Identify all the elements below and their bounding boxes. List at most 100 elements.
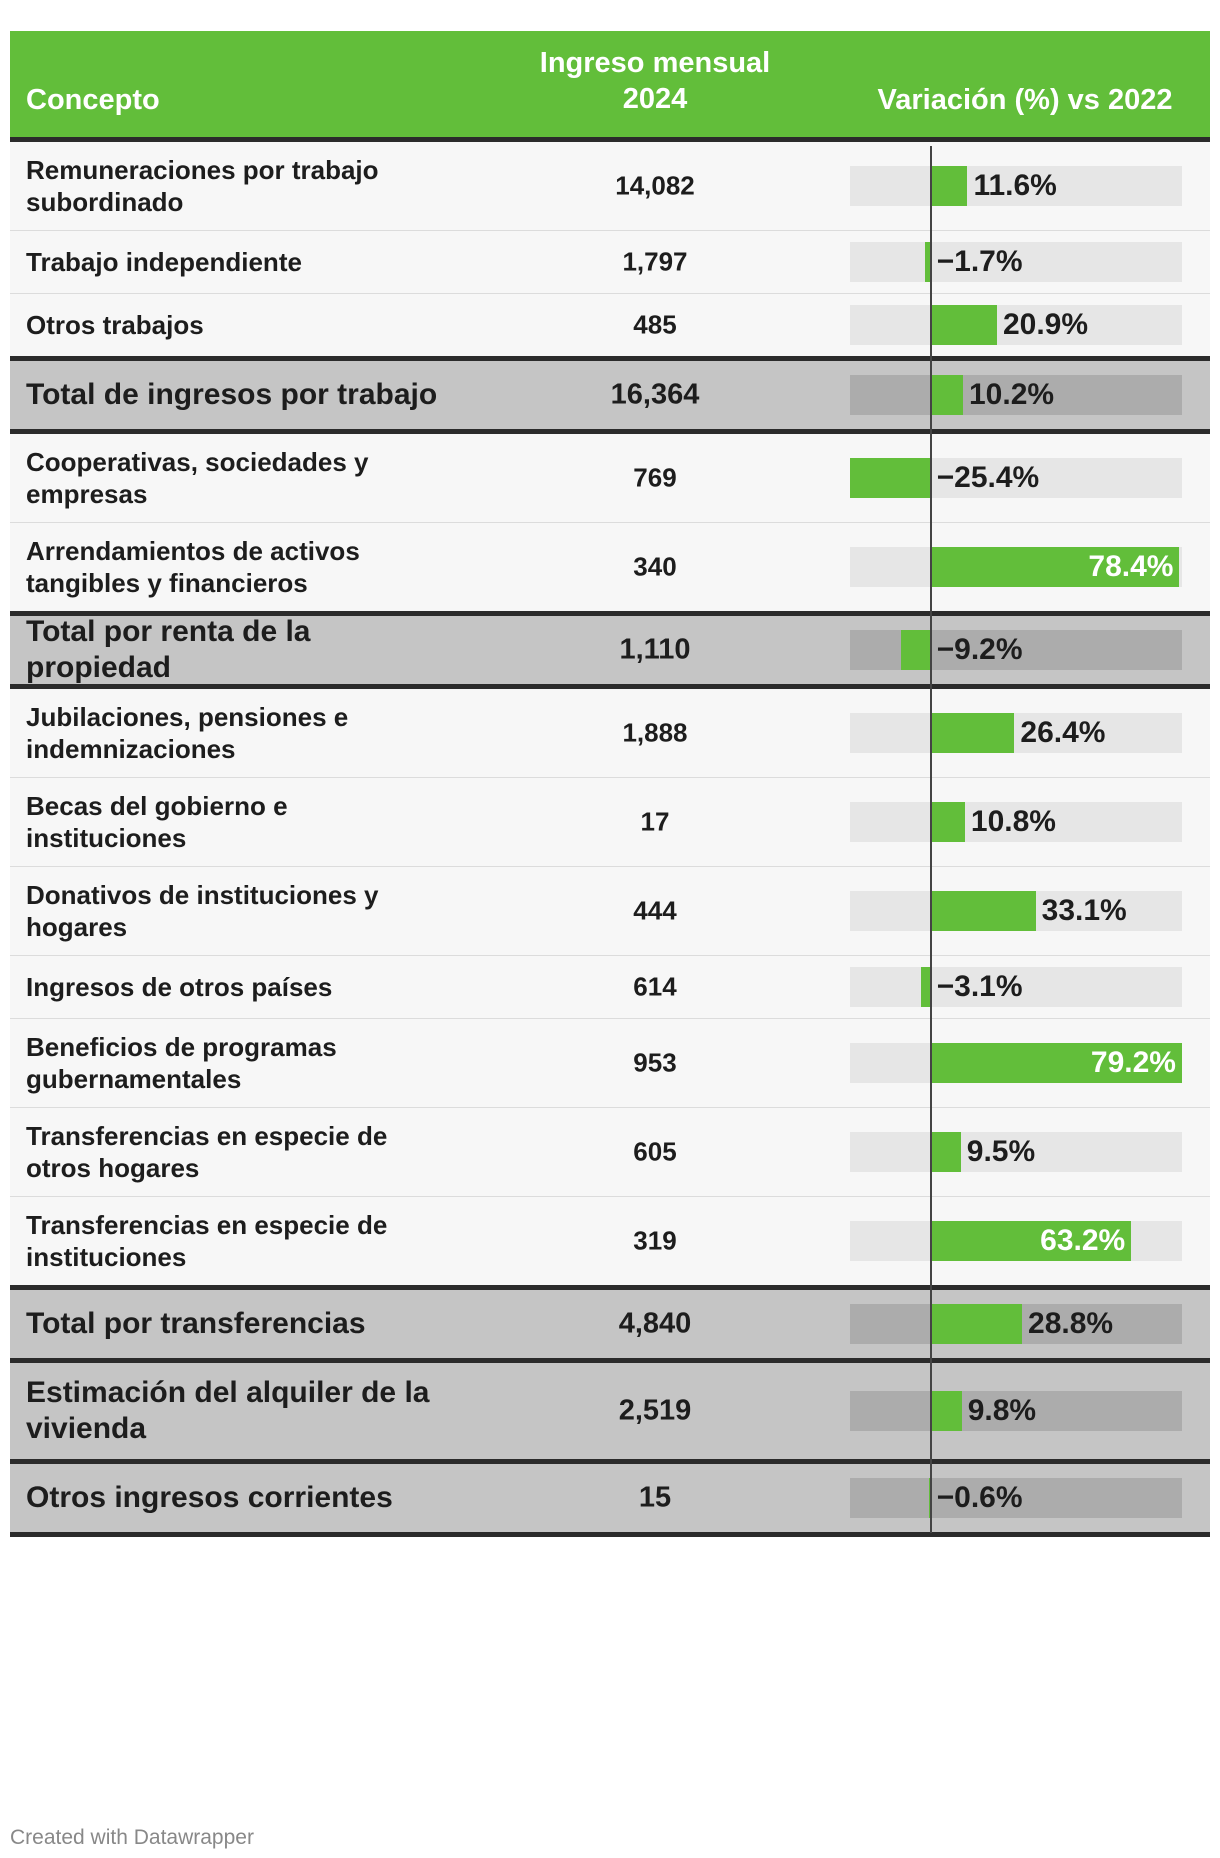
row-income: 14,082	[615, 170, 695, 201]
variation-label: −3.1%	[936, 970, 1023, 1003]
header-variation[interactable]: Variación (%) vs 2022	[877, 84, 1173, 116]
variation-bar	[930, 1221, 1132, 1261]
row-concept: Trabajo independiente	[26, 247, 302, 277]
row-income: 605	[633, 1136, 677, 1167]
table-row: Arrendamientos de activos tangibles y fi…	[10, 523, 1210, 616]
row-concept: Jubilaciones, pensiones e indemnizacione…	[26, 702, 349, 764]
variation-bar-track: 79.2%	[850, 1043, 1182, 1083]
table-total-row: Estimación del alquiler de la vivienda 2,…	[10, 1363, 1210, 1464]
variation-bar	[901, 630, 931, 670]
row-concept: Transferencias en especie de institucion…	[26, 1210, 388, 1272]
table-row: Transferencias en especie de otros hogar…	[10, 1108, 1210, 1197]
variation-bar-track: 11.6%	[850, 166, 1182, 206]
table-row: Transferencias en especie de institucion…	[10, 1197, 1210, 1290]
variation-bar-track: 33.1%	[850, 891, 1182, 931]
row-income: 4,840	[618, 1307, 692, 1340]
variation-bar	[930, 1043, 1182, 1083]
row-concept: Estimación del alquiler de la vivienda	[26, 1376, 430, 1445]
row-income: 1,110	[619, 633, 691, 666]
variation-bar	[930, 305, 997, 345]
variation-label: −0.6%	[936, 1481, 1023, 1514]
table-total-row: Total por renta de la propiedad 1,110 −9.2…	[10, 615, 1210, 689]
variation-bar-track: −9.2%	[850, 630, 1182, 670]
header-rule	[10, 137, 1210, 142]
row-concept: Ingresos de otros países	[26, 972, 333, 1002]
variation-label: 79.2%	[1090, 1046, 1176, 1079]
variation-label: −1.7%	[936, 245, 1023, 278]
table-total-row: Total por transferencias 4,840 28.8%	[10, 1290, 1210, 1363]
table-row: Beneficios de programas gubernamentales 9…	[10, 1019, 1210, 1108]
row-income: 485	[633, 309, 677, 340]
datawrapper-credit[interactable]: Created with Datawrapper	[10, 1826, 254, 1849]
variation-bar-track: 26.4%	[850, 713, 1182, 753]
variation-bar	[930, 1132, 961, 1172]
variation-bar	[930, 166, 968, 206]
row-income: 444	[633, 895, 677, 926]
row-concept: Donativos de instituciones y hogares	[26, 880, 379, 942]
table-header: Concepto Ingreso mensual 2024 Variación …	[10, 31, 1210, 137]
table-body: Remuneraciones por trabajo subordinado 14…	[10, 142, 1210, 1537]
row-concept: Total por transferencias	[26, 1307, 366, 1340]
row-concept: Total de ingresos por trabajo	[26, 378, 438, 411]
table-row: Jubilaciones, pensiones e indemnizacione…	[10, 689, 1210, 778]
row-income: 953	[633, 1047, 677, 1078]
table-row: Becas del gobierno e instituciones 17 10.8…	[10, 778, 1210, 867]
variation-bar	[930, 802, 965, 842]
row-concept: Remuneraciones por trabajo subordinado	[26, 155, 379, 217]
table-row: Trabajo independiente 1,797 −1.7%	[10, 231, 1210, 294]
row-income: 340	[633, 551, 677, 582]
variation-bar-track: −1.7%	[850, 242, 1182, 282]
variation-bar-track: 10.8%	[850, 802, 1182, 842]
row-income: 15	[638, 1481, 672, 1514]
variation-label: 63.2%	[1040, 1224, 1126, 1257]
header-income-line1: Ingreso mensual	[539, 47, 771, 79]
table-total-row: Otros ingresos corrientes 15 −0.6%	[10, 1464, 1210, 1537]
row-income: 16,364	[610, 378, 700, 411]
variation-bar-track: 9.5%	[850, 1132, 1182, 1172]
variation-bar	[850, 458, 931, 498]
row-concept: Cooperativas, sociedades y empresas	[26, 447, 369, 509]
variation-label: 33.1%	[1041, 894, 1127, 927]
row-concept: Otros ingresos corrientes	[26, 1481, 393, 1514]
table-total-row: Total de ingresos por trabajo 16,364 10.2%	[10, 361, 1210, 434]
row-concept: Becas del gobierno e instituciones	[26, 791, 288, 853]
variation-label: −25.4%	[936, 461, 1040, 494]
variation-bar-track: 63.2%	[850, 1221, 1182, 1261]
data-table: Concepto Ingreso mensual 2024 Variación …	[10, 31, 1210, 1537]
variation-bar	[930, 1304, 1023, 1344]
variation-label: 78.4%	[1088, 550, 1174, 583]
variation-bar-track: 78.4%	[850, 547, 1182, 587]
variation-label: −9.2%	[936, 633, 1023, 666]
variation-bar	[930, 1391, 962, 1431]
table-row: Ingresos de otros países 614 −3.1%	[10, 956, 1210, 1019]
variation-bar	[930, 713, 1015, 753]
variation-label: 28.8%	[1028, 1307, 1114, 1340]
variation-label: 10.8%	[970, 805, 1056, 838]
variation-label: 20.9%	[1002, 308, 1089, 341]
variation-bar	[925, 242, 931, 282]
row-income: 769	[633, 462, 677, 493]
variation-bar	[930, 547, 1180, 587]
row-income: 319	[633, 1225, 677, 1256]
variation-bar	[920, 967, 931, 1007]
row-concept: Transferencias en especie de otros hogar…	[26, 1121, 388, 1183]
variation-bar-track: −25.4%	[850, 458, 1182, 498]
table-row: Remuneraciones por trabajo subordinado 14…	[10, 142, 1210, 231]
variation-bar-track: −0.6%	[850, 1478, 1182, 1518]
variation-label: 26.4%	[1020, 716, 1106, 749]
table-row: Cooperativas, sociedades y empresas 769 −2…	[10, 434, 1210, 523]
variation-bar	[930, 375, 963, 415]
header-concept[interactable]: Concepto	[26, 84, 160, 116]
header-income[interactable]: Ingreso mensual 2024	[475, 45, 835, 117]
table-row: Otros trabajos 485 20.9%	[10, 294, 1210, 361]
variation-label: 10.2%	[968, 378, 1055, 411]
row-income: 1,888	[622, 717, 688, 748]
row-income: 17	[640, 806, 670, 837]
row-concept: Beneficios de programas gubernamentales	[26, 1032, 337, 1094]
variation-label: 11.6%	[973, 169, 1057, 202]
variation-bar-track: 9.8%	[850, 1391, 1182, 1431]
table-row: Donativos de instituciones y hogares 444 3…	[10, 867, 1210, 956]
variation-label: 9.5%	[966, 1135, 1036, 1168]
variation-bar-track: −3.1%	[850, 967, 1182, 1007]
zero-axis-line	[929, 146, 932, 1533]
